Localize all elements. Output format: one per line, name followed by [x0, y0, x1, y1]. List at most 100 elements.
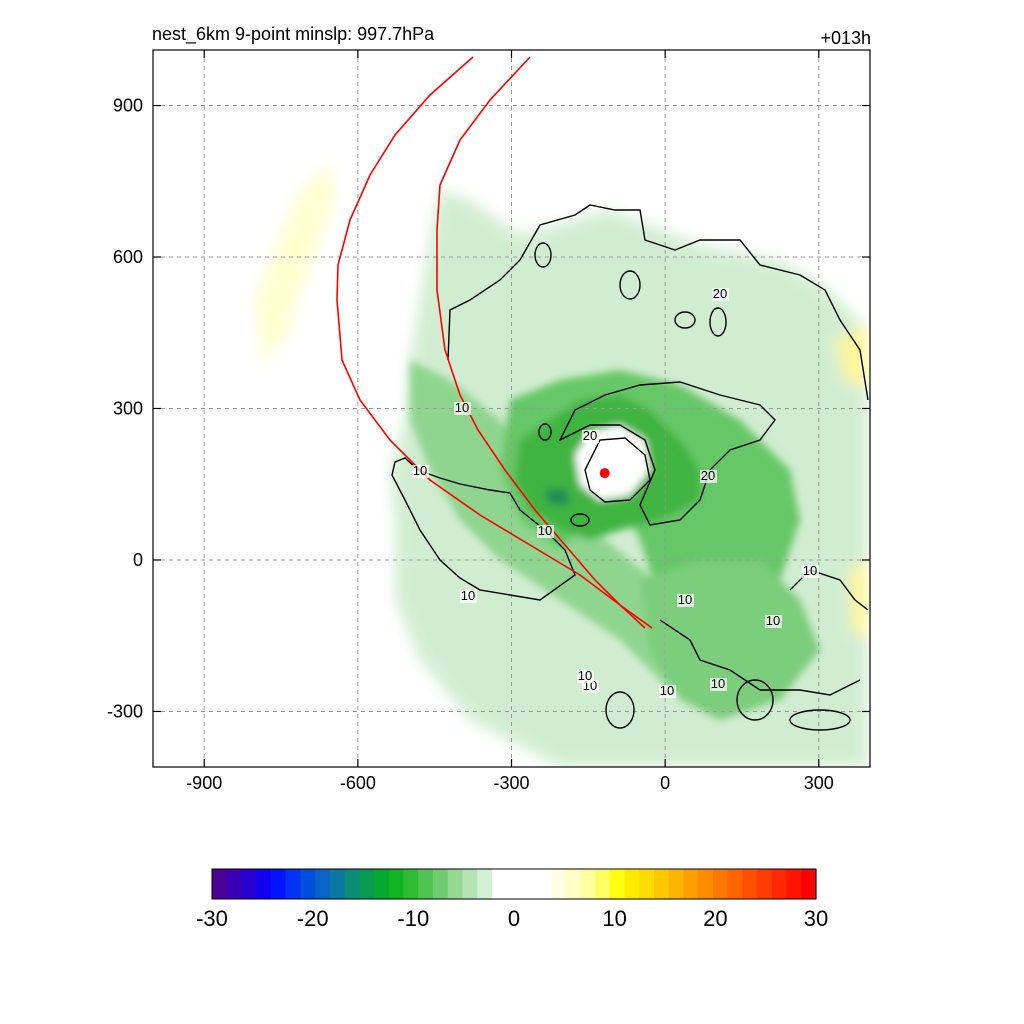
- contour-blob: [736, 679, 774, 721]
- colorbar-swatch: [344, 869, 360, 899]
- colorbar-swatch: [300, 869, 316, 899]
- x-tick-label: 0: [660, 773, 670, 793]
- colorbar-swatch: [241, 869, 257, 899]
- contour-label: 10: [455, 400, 469, 415]
- field-yellow-right: [835, 325, 868, 390]
- contour-outer-10: [391, 457, 576, 601]
- colorbar-swatch: [668, 869, 685, 899]
- colorbar-swatch: [432, 869, 449, 899]
- colorbar-swatch: [653, 869, 670, 899]
- colorbar-swatch: [270, 869, 287, 899]
- red-boundary: [336, 56, 653, 629]
- colorbar-swatch: [226, 869, 243, 899]
- x-tick-label: -900: [186, 773, 222, 793]
- colorbar-swatch: [447, 869, 464, 899]
- field-dark-spot: [545, 488, 570, 505]
- contour-label-bg: [765, 615, 782, 628]
- contour-label-bg: [454, 402, 471, 415]
- colorbar-swatch: [418, 869, 434, 899]
- colorbar-swatch: [374, 869, 390, 899]
- contour-label-bg: [802, 565, 819, 578]
- colorbar-tick-label: -20: [297, 906, 329, 931]
- contour-outer-north-10: [447, 204, 869, 401]
- colorbar-swatch: [698, 869, 714, 899]
- contour-label: 10: [803, 563, 817, 578]
- contour-blob: [570, 513, 590, 527]
- contour-blob: [709, 307, 727, 337]
- contour-label: 10: [578, 668, 592, 683]
- colorbar-swatch: [388, 869, 405, 899]
- contour-label: 20: [583, 428, 597, 443]
- forecast-hour-label: +013h: [820, 28, 871, 48]
- contour-label-bg: [700, 470, 717, 483]
- contour-blob: [538, 423, 552, 441]
- colorbar-tick-label: 0: [508, 906, 520, 931]
- colorbar-swatch: [801, 869, 817, 899]
- contour-south-10: [659, 619, 861, 696]
- contour-label-bg: [677, 594, 694, 607]
- contour-label-bg: [659, 685, 676, 698]
- colorbar-swatch: [359, 869, 375, 899]
- contour-blob: [789, 709, 851, 731]
- contour-blob: [674, 311, 696, 329]
- contour-label-bg: [582, 430, 599, 443]
- colorbar-swatch: [639, 869, 655, 899]
- contour-label: 10: [413, 463, 427, 478]
- x-tick-label: -600: [340, 773, 376, 793]
- contour-label-bg: [412, 465, 429, 478]
- contour-label-bg: [582, 680, 599, 693]
- contour-label-bg: [460, 590, 477, 603]
- y-tick-label: 900: [113, 96, 143, 116]
- colorbar-swatch: [256, 869, 272, 899]
- field-yellow-left: [255, 165, 335, 360]
- contour-20-core: [558, 381, 776, 526]
- chart-title: nest_6km 9-point minslp: 997.7hPa: [152, 24, 435, 45]
- colorbar-swatch: [609, 869, 626, 899]
- red-boundary-outer: [336, 56, 653, 629]
- colorbar-swatch: [771, 869, 788, 899]
- contour-label: 10: [660, 683, 674, 698]
- colorbar-swatch: [462, 869, 478, 899]
- colorbar-swatch: [742, 869, 758, 899]
- colorbar-swatch: [212, 869, 228, 899]
- colorbar-tick-label: -10: [397, 906, 429, 931]
- contour-label: 10: [538, 523, 552, 538]
- colorbar-swatch: [712, 869, 729, 899]
- colorbar-swatch: [315, 869, 331, 899]
- contour-label-bg: [577, 670, 594, 683]
- colorbar: -30 -20 -10 0 10 20 30: [196, 868, 828, 931]
- colorbar-swatch: [491, 869, 508, 899]
- storm-center-marker: [599, 468, 610, 479]
- colorbar-swatch: [329, 869, 346, 899]
- x-tick-label: -300: [493, 773, 529, 793]
- colorbar-swatch: [624, 869, 640, 899]
- colorbar-tick-label: 20: [703, 906, 727, 931]
- colorbar-swatch: [757, 869, 773, 899]
- colorbar-swatch: [595, 869, 611, 899]
- colorbar-swatch: [477, 869, 493, 899]
- colorbar-tick-label: 30: [804, 906, 828, 931]
- colorbar-swatch: [727, 869, 743, 899]
- colorbar-swatch: [550, 869, 567, 899]
- colorbar-swatch: [506, 869, 522, 899]
- contour-label: 10: [711, 676, 725, 691]
- contour-eye: [584, 437, 651, 503]
- colorbar-swatch: [580, 869, 596, 899]
- contour-blob: [619, 270, 641, 300]
- contour-blob: [605, 691, 635, 729]
- y-tick-label: 600: [113, 247, 143, 267]
- y-tick-label: 0: [133, 550, 143, 570]
- contour-label: 20: [713, 286, 727, 301]
- contour-label: 20: [701, 468, 715, 483]
- y-axis: -300 0 300 600 900: [107, 96, 870, 721]
- contour-blob: [534, 242, 552, 268]
- contour-label: 10: [678, 592, 692, 607]
- shaded-field: [255, 165, 868, 767]
- field-yellow-right2: [850, 560, 868, 640]
- colorbar-swatch: [536, 869, 552, 899]
- contour-label-bg: [712, 288, 729, 301]
- colorbar-swatch: [565, 869, 581, 899]
- x-tick-label: 300: [804, 773, 834, 793]
